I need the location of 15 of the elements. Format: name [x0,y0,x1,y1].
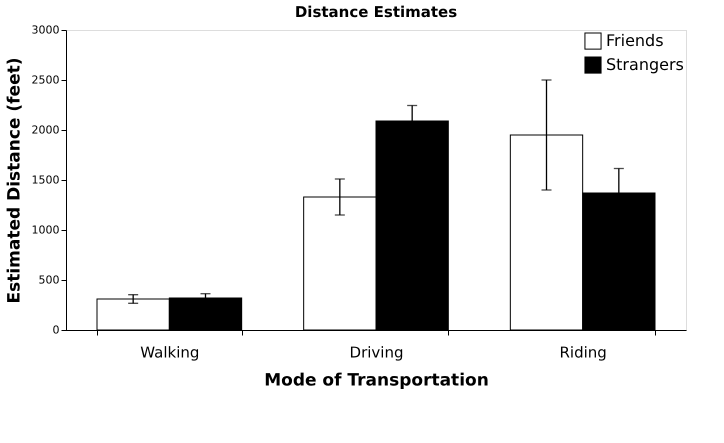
y-axis-title: Estimated Distance (feet) [4,57,25,304]
y-tick-label: 3000 [32,24,60,36]
x-axis-title: Mode of Transportation [264,370,489,390]
y-tick-label: 1000 [32,224,60,236]
legend-label: Friends [606,31,664,50]
y-tick-label: 2500 [32,74,60,86]
x-tick-label: Riding [560,344,607,362]
y-tick-label: 2000 [32,124,60,136]
x-tick-label: Driving [350,344,404,362]
legend-label: Strangers [606,55,684,74]
x-tick-label: Walking [140,344,200,362]
y-tick-label: 0 [52,324,60,336]
chart-title: Distance Estimates [294,3,458,21]
y-tick-label: 1500 [32,174,60,186]
y-tick-label: 500 [38,274,60,286]
